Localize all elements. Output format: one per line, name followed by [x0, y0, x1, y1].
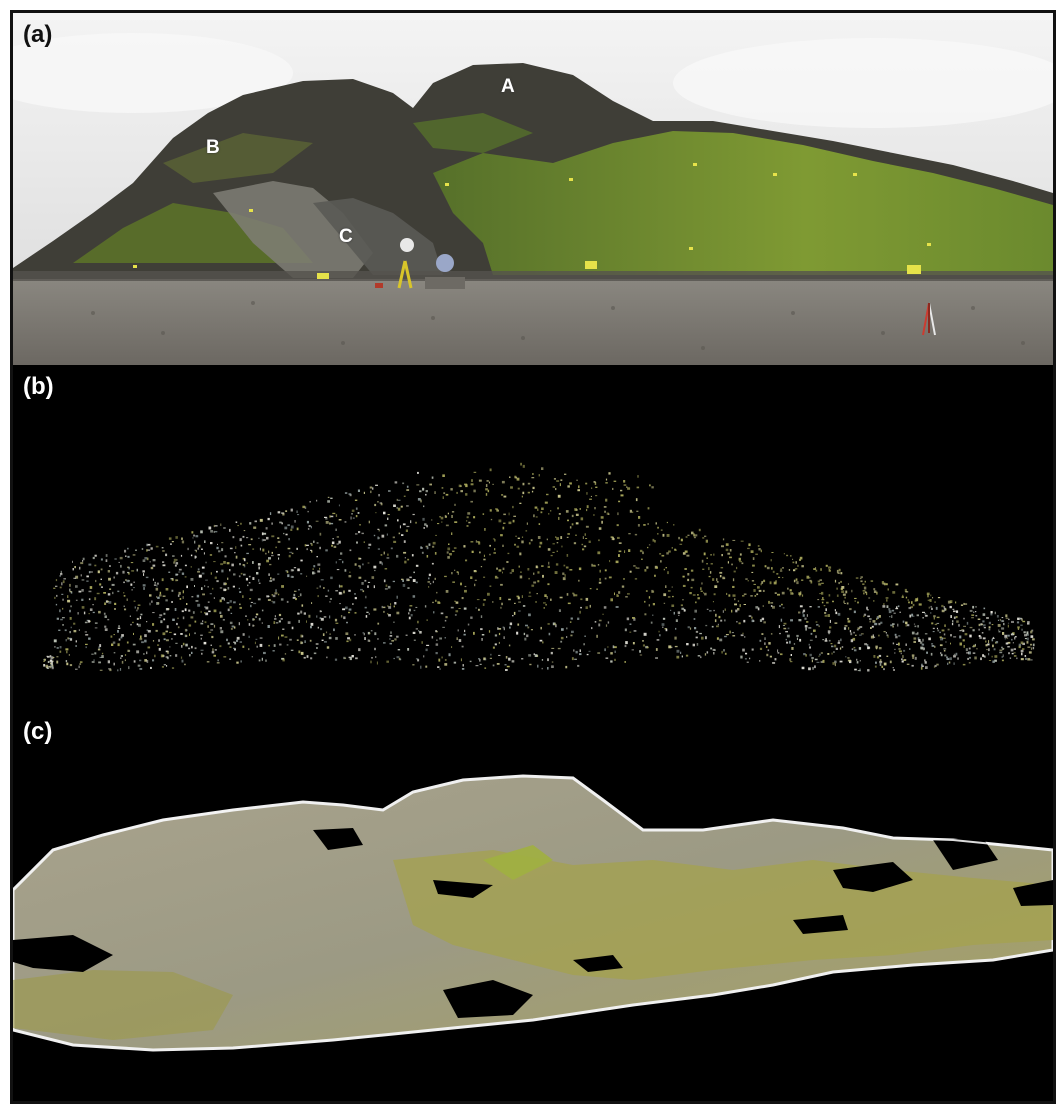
gps-tripod	[922, 302, 936, 336]
panel-a-photo: (a) A B C	[13, 13, 1053, 365]
panel-label-a: (a)	[23, 21, 53, 48]
figure-frame: (a) A B C (b)	[10, 10, 1056, 1104]
site-label-a: A	[501, 76, 515, 97]
panel-b-point-cloud: (b)	[13, 365, 1053, 710]
point-cloud-render	[43, 462, 1035, 672]
site-label-c: C	[339, 226, 353, 247]
panel-c-textured-mesh: (c)	[13, 710, 1053, 1101]
grass-slope	[433, 131, 1053, 275]
headland-photo	[13, 13, 1053, 365]
beach	[13, 279, 1053, 365]
point-cloud-points	[43, 462, 1035, 672]
mesh-holes	[13, 828, 1053, 1018]
scanner-equipment	[375, 238, 465, 289]
panel-label-b: (b)	[23, 373, 54, 400]
survey-targets	[133, 163, 931, 279]
textured-mesh-render	[13, 774, 1053, 1052]
site-label-b: B	[206, 137, 220, 158]
panel-label-c: (c)	[23, 718, 53, 745]
